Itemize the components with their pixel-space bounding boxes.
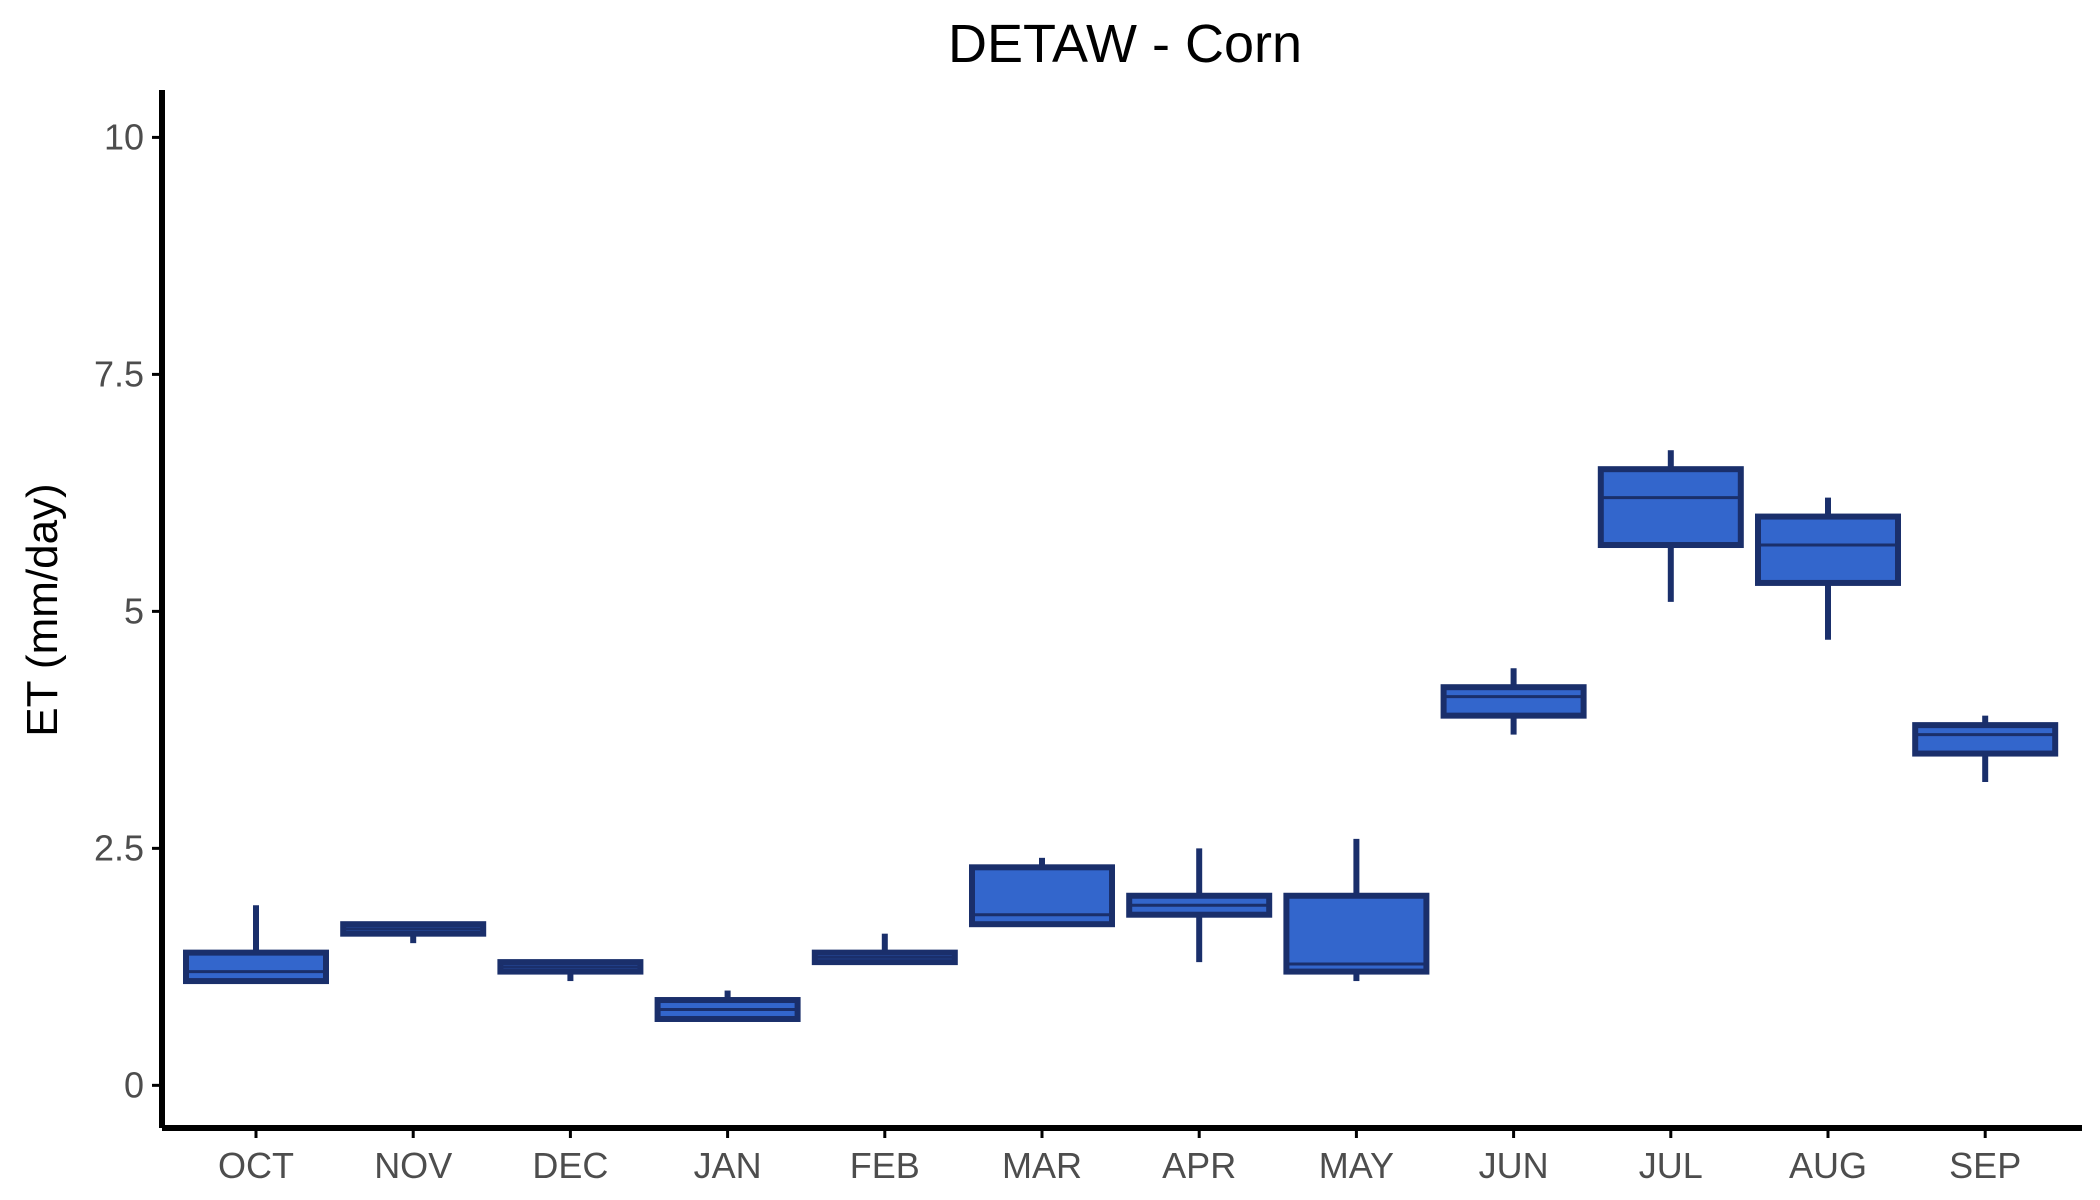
- box-may: [1283, 838, 1430, 982]
- x-tick-label: JUN: [1479, 1145, 1549, 1186]
- x-tick-label: JUL: [1639, 1145, 1703, 1186]
- box-feb: [811, 933, 958, 966]
- x-tick-label: SEP: [1949, 1145, 2021, 1186]
- box-jul: [1597, 450, 1744, 602]
- x-tick-label: AUG: [1789, 1145, 1867, 1186]
- y-tick-label: 10: [104, 116, 144, 157]
- box-mar: [969, 857, 1115, 928]
- x-tick-label: APR: [1162, 1145, 1236, 1186]
- y-tick-label: 5: [124, 590, 144, 631]
- x-tick-label: MAY: [1319, 1145, 1394, 1186]
- box-dec: [497, 959, 644, 982]
- box-iqr: [1283, 892, 1430, 975]
- box-iqr: [1440, 684, 1587, 719]
- x-tick-label: MAR: [1002, 1145, 1082, 1186]
- x-tick-label: NOV: [374, 1145, 452, 1186]
- x-tick-label: JAN: [694, 1145, 762, 1186]
- box-aug: [1755, 497, 1901, 640]
- y-tick-label: 2.5: [94, 827, 144, 868]
- box-iqr: [1597, 466, 1744, 549]
- box-jun: [1440, 668, 1587, 735]
- y-axis-ticks: 0 2.5 5 7.5 10: [94, 116, 162, 1105]
- box-sep: [1912, 715, 2059, 782]
- box-apr: [1126, 848, 1273, 963]
- box-jan: [654, 990, 801, 1022]
- x-tick-label: FEB: [850, 1145, 920, 1186]
- x-tick-label: DEC: [532, 1145, 608, 1186]
- box-iqr: [1755, 513, 1901, 586]
- x-tick-label: OCT: [218, 1145, 294, 1186]
- y-axis-title: ET (mm/day): [18, 483, 67, 736]
- box-series: [183, 450, 2059, 1022]
- chart-title: DETAW - Corn: [948, 14, 1302, 74]
- box-iqr: [183, 949, 329, 985]
- box-oct: [183, 905, 329, 985]
- y-tick-label: 0: [124, 1064, 144, 1105]
- x-axis-ticks: OCT NOV DEC JAN FEB MAR APR MAY JUN JUL AUG SEP: [218, 1128, 2021, 1186]
- y-tick-label: 7.5: [94, 353, 144, 394]
- box-nov: [340, 921, 487, 944]
- box-iqr: [1912, 722, 2059, 757]
